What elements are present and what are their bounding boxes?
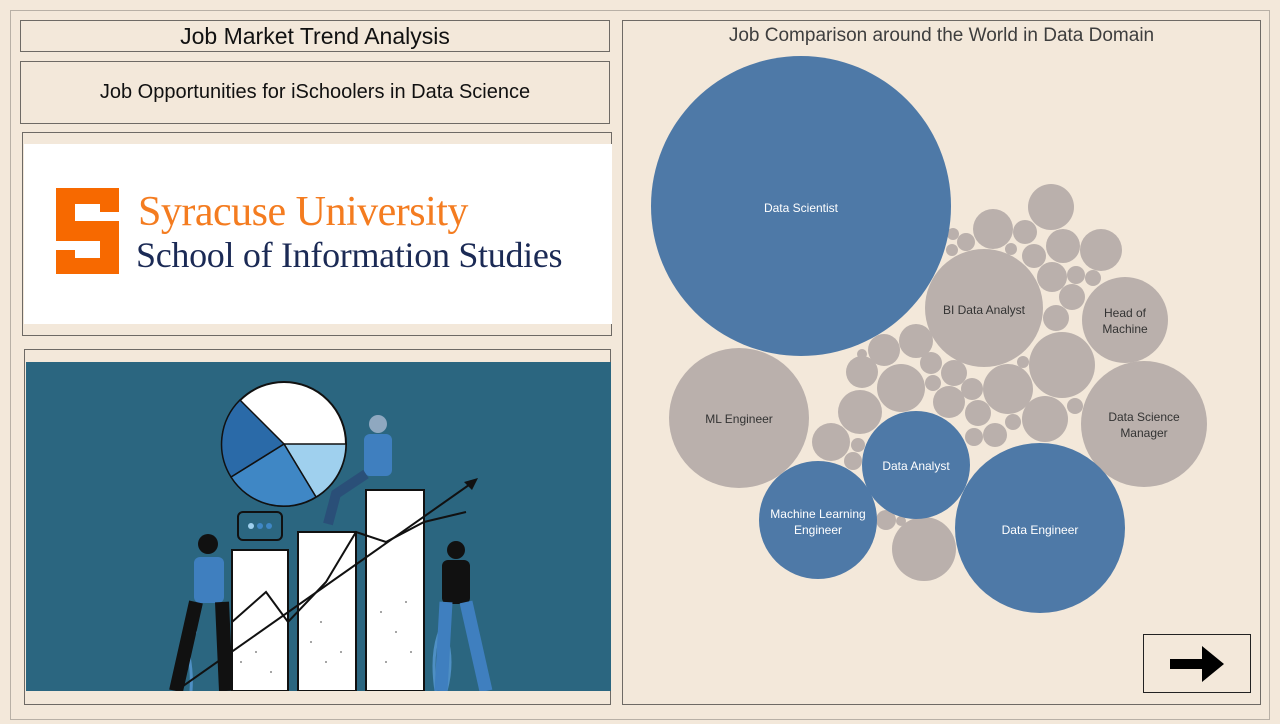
- next-page-button[interactable]: [1143, 634, 1251, 693]
- dashboard-frame: [10, 10, 1270, 720]
- university-logo-panel: Syracuse University School of Informatio…: [22, 132, 612, 336]
- bubble-chart-title: Job Comparison around the World in Data …: [728, 25, 1155, 46]
- logo-university-name: Syracuse University: [138, 189, 468, 235]
- logo-school-name: School of Information Studies: [136, 235, 563, 275]
- illustration-panel: [24, 349, 611, 705]
- bubble-chart-panel: Job Comparison around the World in Data …: [622, 20, 1261, 705]
- dashboard-subtitle-text: Job Opportunities for iSchoolers in Data…: [99, 81, 531, 103]
- dashboard-title: Job Market Trend Analysis: [20, 20, 610, 52]
- people-with-growth-chart-icon: [26, 362, 611, 691]
- university-logo: Syracuse University School of Informatio…: [24, 144, 612, 324]
- dashboard-title-text: Job Market Trend Analysis: [180, 22, 450, 49]
- dashboard-subtitle: Job Opportunities for iSchoolers in Data…: [20, 61, 610, 124]
- arrow-right-icon: [1170, 645, 1224, 682]
- block-s-logo-icon: [56, 188, 119, 274]
